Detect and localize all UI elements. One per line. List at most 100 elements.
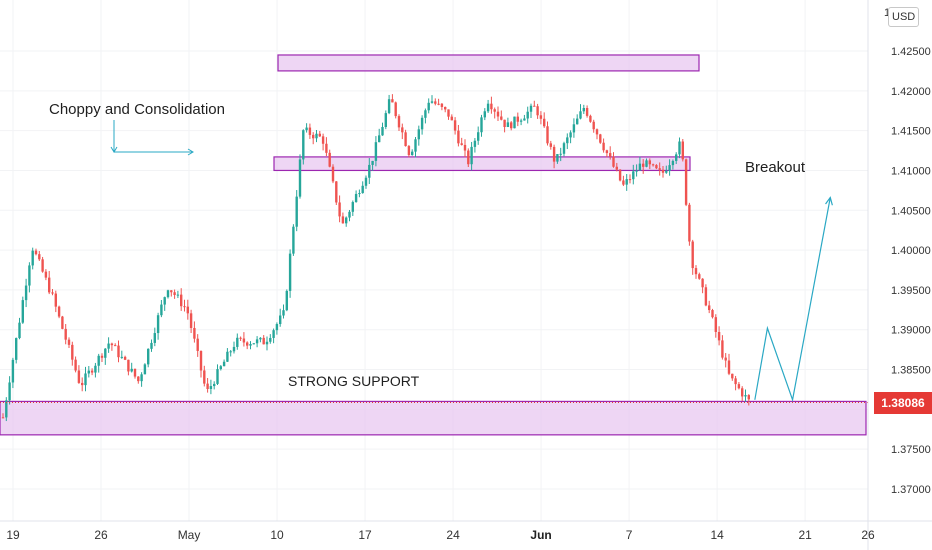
candle-body-189 xyxy=(625,179,628,185)
candle-body-218 xyxy=(721,340,724,358)
currency-badge[interactable]: USD xyxy=(888,7,920,27)
support-annotation: STRONG SUPPORT xyxy=(288,373,420,389)
candle-body-131 xyxy=(434,101,437,104)
y-tick-label: 1.37000 xyxy=(891,484,931,496)
candle-body-78 xyxy=(259,337,262,340)
candle-body-219 xyxy=(724,357,727,361)
candle-body-163 xyxy=(539,115,543,119)
candle-body-193 xyxy=(638,163,642,171)
candle-body-132 xyxy=(437,103,440,105)
candle-body-103 xyxy=(341,216,345,224)
candle-body-66 xyxy=(219,366,222,370)
candle-body-59 xyxy=(196,338,199,351)
candle-body-114 xyxy=(378,135,381,143)
candle-body-6 xyxy=(21,300,24,323)
zone-support[interactable] xyxy=(0,400,867,436)
candle-body-200 xyxy=(661,169,665,173)
candle-body-214 xyxy=(708,305,711,311)
candle-body-118 xyxy=(391,99,394,103)
price-zones xyxy=(0,54,867,436)
last-price-label: 1.38086 xyxy=(874,392,932,414)
zone-middle[interactable] xyxy=(273,156,691,172)
x-tick-label: 26 xyxy=(861,528,875,542)
y-tick-label-partial: 1 xyxy=(884,7,890,19)
candle-body-205 xyxy=(678,141,681,155)
candle-body-42 xyxy=(140,374,143,382)
candle-body-16 xyxy=(54,293,57,307)
candle-body-155 xyxy=(513,116,516,129)
candle-body-53 xyxy=(176,294,180,296)
candle-body-45 xyxy=(150,342,153,349)
candle-body-175 xyxy=(579,111,582,119)
candle-body-206 xyxy=(681,141,684,160)
candle-body-92 xyxy=(305,127,308,131)
candle-body-115 xyxy=(381,127,384,136)
candle-body-188 xyxy=(622,180,625,185)
candle-body-46 xyxy=(153,333,156,343)
candle-body-64 xyxy=(213,383,216,387)
candle-body-2 xyxy=(8,382,11,401)
candle-body-141 xyxy=(467,150,470,165)
candle-body-10 xyxy=(34,250,38,255)
candle-body-116 xyxy=(384,113,387,128)
candle-body-191 xyxy=(632,171,635,180)
candle-body-208 xyxy=(688,204,691,242)
candle-body-87 xyxy=(288,253,292,291)
candle-body-202 xyxy=(668,165,671,171)
candle-body-51 xyxy=(170,290,173,293)
candle-body-30 xyxy=(100,355,104,358)
candle-body-100 xyxy=(331,166,335,182)
candle-body-135 xyxy=(447,109,450,117)
candle-body-123 xyxy=(407,146,411,156)
candle-body-130 xyxy=(430,101,434,103)
candle-body-43 xyxy=(143,364,147,375)
candle-body-34 xyxy=(114,345,117,347)
candle-body-147 xyxy=(486,103,490,112)
candle-body-89 xyxy=(295,196,298,227)
x-tick-label: 24 xyxy=(446,528,460,542)
y-tick-label: 1.42500 xyxy=(891,46,931,58)
zone-resistance[interactable] xyxy=(277,54,700,72)
candle-body-84 xyxy=(279,315,282,325)
candle-body-179 xyxy=(592,121,595,130)
candle-body-162 xyxy=(536,106,539,116)
candle-body-35 xyxy=(117,345,120,358)
candle-body-181 xyxy=(599,134,602,143)
candle-body-215 xyxy=(711,310,714,318)
candle-body-157 xyxy=(519,120,523,122)
candle-body-73 xyxy=(242,338,246,343)
candle-body-151 xyxy=(500,116,503,120)
candle-body-178 xyxy=(589,115,592,122)
candle-body-99 xyxy=(328,152,331,167)
price-axis: 1.42500 1.42000 1.41500 1.41000 1.40500 1.400… xyxy=(867,0,931,550)
candle-body-137 xyxy=(453,120,457,131)
candle-body-183 xyxy=(605,150,609,154)
candle-body-39 xyxy=(130,368,133,372)
candle-body-139 xyxy=(460,143,463,145)
candle-body-223 xyxy=(737,384,741,389)
x-tick-label: Jun xyxy=(530,528,551,542)
candle-body-106 xyxy=(351,202,354,212)
candle-body-184 xyxy=(609,153,612,157)
candle-body-14 xyxy=(48,277,51,293)
choppy-annotation: Choppy and Consolidation xyxy=(49,101,225,118)
candle-body-160 xyxy=(529,105,533,112)
candle-body-56 xyxy=(186,306,189,314)
candle-body-98 xyxy=(325,143,328,153)
candle-body-190 xyxy=(628,179,632,181)
candle-body-3 xyxy=(11,359,15,383)
candle-body-221 xyxy=(731,373,734,379)
candle-body-62 xyxy=(206,383,209,390)
y-tick-label: 1.38500 xyxy=(891,365,931,377)
candle-body-169 xyxy=(559,153,562,155)
candle-body-94 xyxy=(312,134,315,139)
y-tick-label: 1.39000 xyxy=(891,325,931,337)
candle-body-204 xyxy=(675,154,678,161)
candle-body-194 xyxy=(642,163,645,167)
y-tick-label: 1.37500 xyxy=(891,444,931,456)
candle-body-164 xyxy=(543,118,546,127)
candle-body-187 xyxy=(618,169,622,181)
projection-arrowhead xyxy=(825,196,833,206)
candlestick-series xyxy=(0,94,868,422)
projection-path[interactable] xyxy=(754,197,831,403)
